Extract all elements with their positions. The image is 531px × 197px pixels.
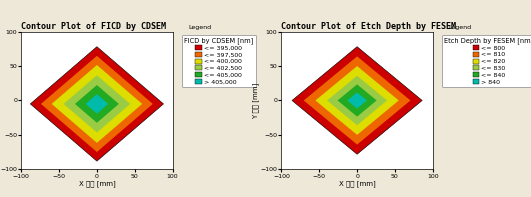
Polygon shape bbox=[327, 76, 387, 125]
Polygon shape bbox=[41, 56, 153, 152]
Polygon shape bbox=[30, 47, 164, 161]
Polygon shape bbox=[85, 94, 108, 114]
Text: Contour Plot of Etch Depth by FESEM: Contour Plot of Etch Depth by FESEM bbox=[281, 22, 457, 31]
Polygon shape bbox=[75, 85, 119, 123]
Y-axis label: Y 좌표 [mm]: Y 좌표 [mm] bbox=[252, 82, 259, 119]
X-axis label: X 좌표 [mm]: X 좌표 [mm] bbox=[79, 180, 115, 187]
Text: Legend: Legend bbox=[449, 25, 472, 30]
Polygon shape bbox=[292, 47, 422, 154]
Polygon shape bbox=[347, 92, 367, 109]
X-axis label: X 좌표 [mm]: X 좌표 [mm] bbox=[339, 180, 375, 187]
Polygon shape bbox=[338, 84, 376, 117]
Legend: <= 395,000, <= 397,500, <= 400,000, <= 402,500, <= 405,000, > 405,000: <= 395,000, <= 397,500, <= 400,000, <= 4… bbox=[182, 35, 256, 87]
Polygon shape bbox=[304, 56, 410, 145]
Text: Legend: Legend bbox=[189, 25, 212, 30]
Polygon shape bbox=[64, 75, 130, 133]
Polygon shape bbox=[315, 66, 399, 135]
Polygon shape bbox=[52, 65, 142, 143]
Legend: <= 800, <= 810, <= 820, <= 830, <= 840, > 840: <= 800, <= 810, <= 820, <= 830, <= 840, … bbox=[442, 35, 531, 87]
Text: Contour Plot of FICD by CDSEM: Contour Plot of FICD by CDSEM bbox=[21, 22, 166, 31]
